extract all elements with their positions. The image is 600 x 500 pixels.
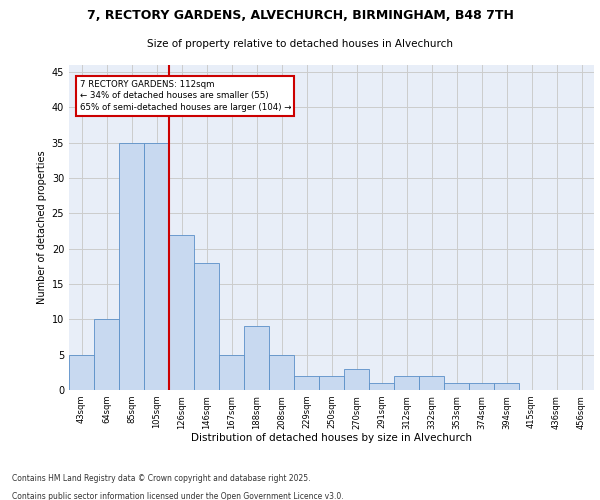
Bar <box>144 142 169 390</box>
Text: 7, RECTORY GARDENS, ALVECHURCH, BIRMINGHAM, B48 7TH: 7, RECTORY GARDENS, ALVECHURCH, BIRMINGH… <box>86 9 514 22</box>
Text: 7 RECTORY GARDENS: 112sqm
← 34% of detached houses are smaller (55)
65% of semi-: 7 RECTORY GARDENS: 112sqm ← 34% of detac… <box>79 80 291 112</box>
X-axis label: Distribution of detached houses by size in Alvechurch: Distribution of detached houses by size … <box>191 433 472 443</box>
Bar <box>369 383 394 390</box>
Bar <box>244 326 269 390</box>
Bar <box>469 383 494 390</box>
Bar <box>344 369 369 390</box>
Text: Size of property relative to detached houses in Alvechurch: Size of property relative to detached ho… <box>147 39 453 49</box>
Bar <box>119 142 144 390</box>
Bar <box>269 354 294 390</box>
Text: Contains public sector information licensed under the Open Government Licence v3: Contains public sector information licen… <box>12 492 344 500</box>
Y-axis label: Number of detached properties: Number of detached properties <box>37 150 47 304</box>
Bar <box>419 376 444 390</box>
Bar <box>294 376 319 390</box>
Bar <box>219 354 244 390</box>
Bar <box>69 354 94 390</box>
Text: Contains HM Land Registry data © Crown copyright and database right 2025.: Contains HM Land Registry data © Crown c… <box>12 474 311 483</box>
Bar <box>94 320 119 390</box>
Bar <box>444 383 469 390</box>
Bar <box>169 234 194 390</box>
Bar <box>319 376 344 390</box>
Bar <box>494 383 519 390</box>
Bar <box>394 376 419 390</box>
Bar <box>194 263 219 390</box>
